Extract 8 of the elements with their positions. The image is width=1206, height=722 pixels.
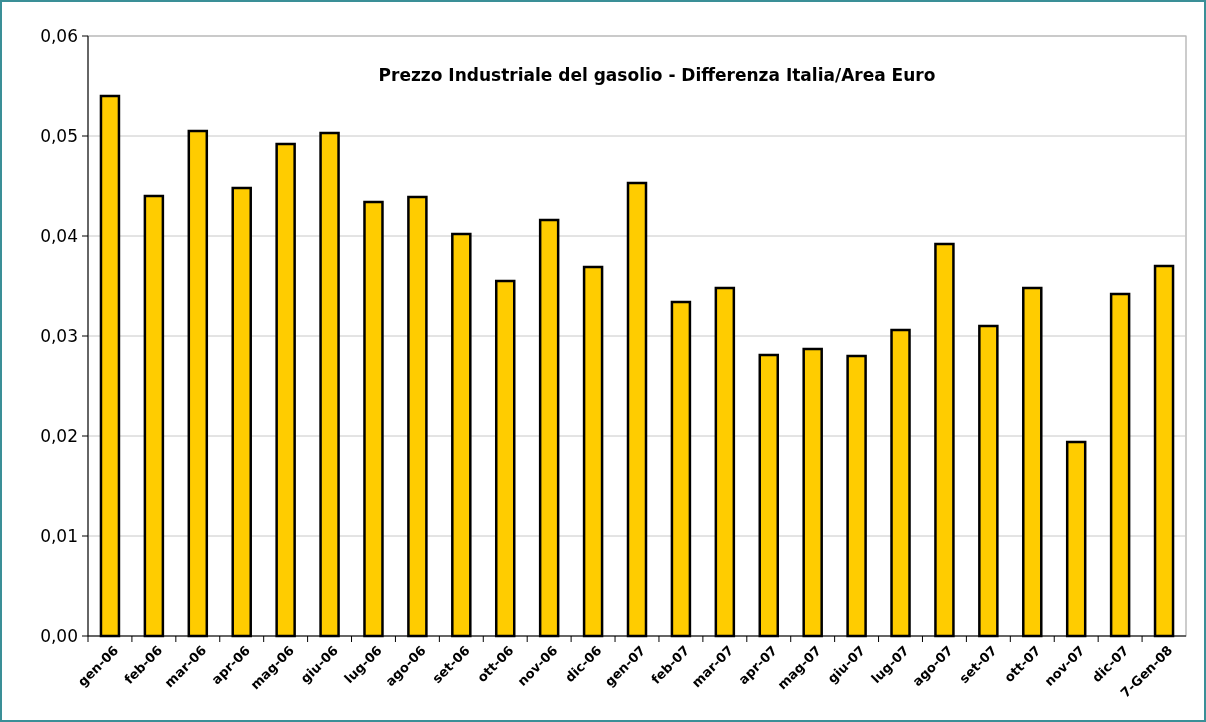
y-tick-label: 0,03 bbox=[40, 325, 78, 346]
y-tick-label: 0,01 bbox=[40, 525, 78, 546]
y-tick-label: 0,02 bbox=[40, 425, 78, 446]
y-tick-label: 0,05 bbox=[40, 125, 78, 146]
y-tick-label: 0,06 bbox=[40, 25, 78, 46]
text: Prezzo Industriale del gasolio - Differenza Italia/Area Euro bbox=[378, 65, 936, 85]
y-tick-label: 0,00 bbox=[40, 625, 78, 646]
y-tick-label: 0,04 bbox=[40, 225, 78, 246]
